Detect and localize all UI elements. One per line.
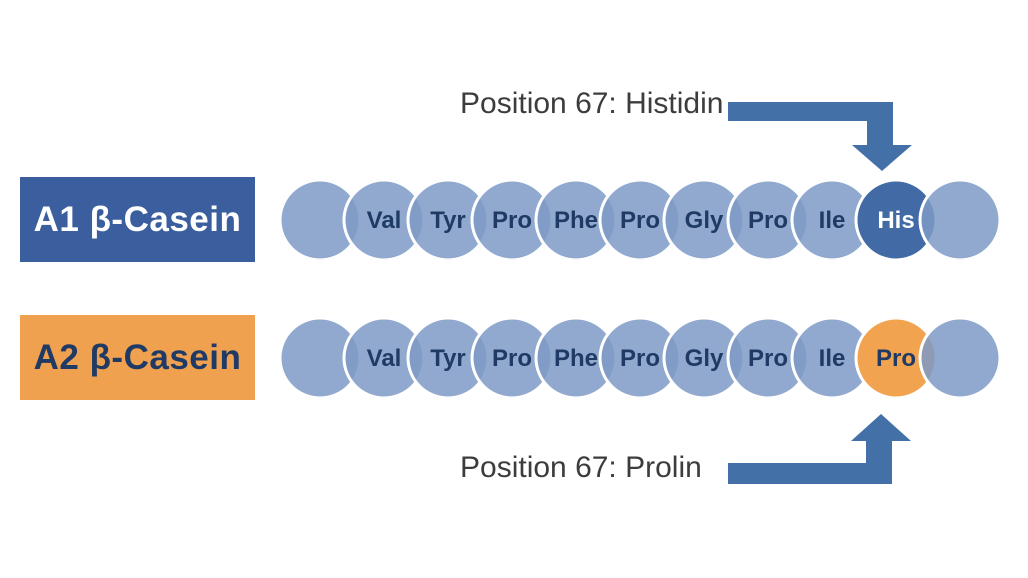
bead-label: Gly (685, 345, 724, 372)
arrow-up-to-pro-icon (728, 414, 911, 484)
bead-label: Phe (554, 345, 598, 372)
a1-casein-label-box: A1 β-Casein (20, 177, 255, 262)
a2-casein-label-box: A2 β-Casein (20, 315, 255, 400)
bead-label: Pro (492, 207, 532, 234)
bead-label-pro: Pro (876, 345, 916, 372)
amino-bead (918, 178, 1002, 262)
bead-label: Ile (819, 207, 846, 234)
bead-label: Ile (819, 345, 846, 372)
bead-label-his: His (877, 207, 914, 234)
bead-label: Gly (685, 207, 724, 234)
bead-label: Pro (620, 207, 660, 234)
annotation-position-67-prolin: Position 67: Prolin (460, 451, 702, 484)
a1-casein-label: A1 β-Casein (33, 199, 242, 239)
a2-chain: Val Tyr Pro Phe Pro Gly Pro Ile Pro (278, 316, 1002, 400)
bead-label: Phe (554, 207, 598, 234)
bead-label: Pro (748, 207, 788, 234)
bead-label: Pro (620, 345, 660, 372)
bead-label: Tyr (430, 207, 466, 234)
bead-label: Pro (748, 345, 788, 372)
bead-label: Tyr (430, 345, 466, 372)
bead-label: Val (367, 345, 402, 372)
bead-label: Val (367, 207, 402, 234)
amino-bead (918, 316, 1002, 400)
a2-casein-label: A2 β-Casein (33, 337, 242, 377)
bead-label: Pro (492, 345, 532, 372)
annotation-position-67-histidin: Position 67: Histidin (460, 87, 724, 120)
a1-chain: Val Tyr Pro Phe Pro Gly Pro Ile His (278, 178, 1002, 262)
arrow-down-to-his-icon (728, 102, 912, 171)
